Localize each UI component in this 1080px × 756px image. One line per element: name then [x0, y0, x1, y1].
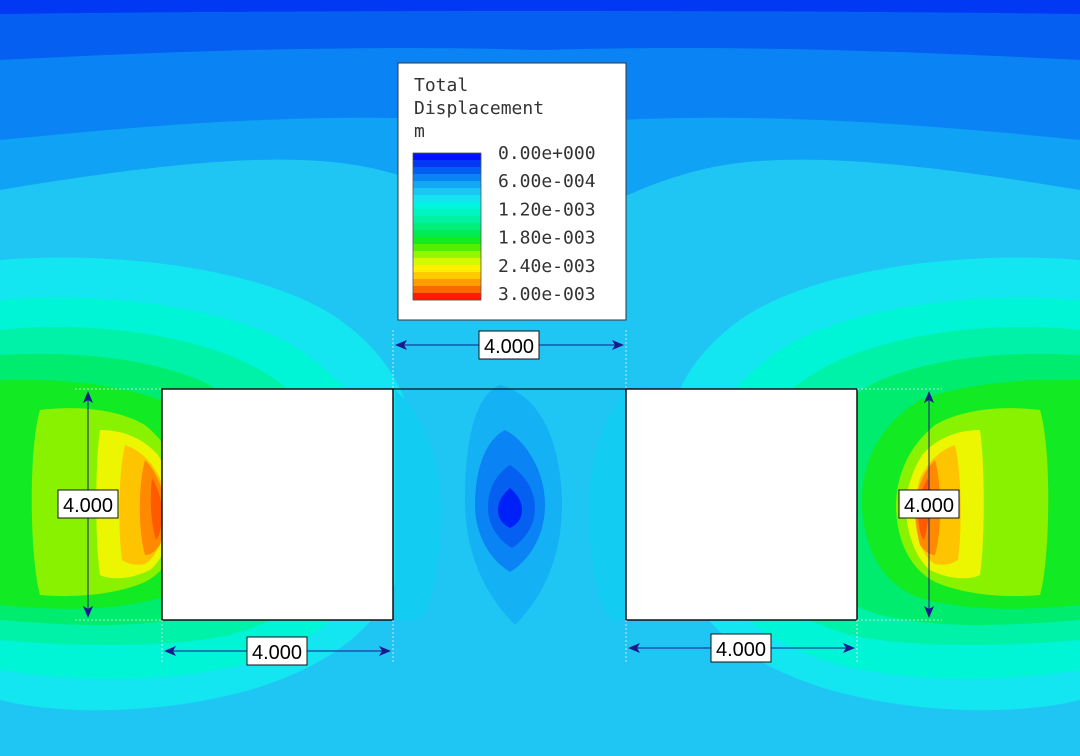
legend-title-line1: Total — [414, 75, 468, 96]
legend-band — [413, 174, 481, 182]
legend-color-bar-frame — [412, 152, 482, 301]
legend: Total Displacement m 0.00e+000 6.00e-004 1… — [397, 62, 627, 321]
legend-tick-label: 3.00e-003 — [498, 284, 596, 305]
legend-band — [413, 230, 481, 238]
legend-band — [413, 272, 481, 280]
legend-color-bar — [413, 153, 481, 301]
extension-lines — [75, 330, 942, 662]
legend-band — [413, 293, 481, 301]
legend-band — [413, 258, 481, 266]
legend-band — [413, 160, 481, 168]
dimension-left-height-label: 4.000 — [63, 495, 113, 517]
legend-band — [413, 286, 481, 294]
legend-band — [413, 251, 481, 259]
legend-tick-label: 1.20e-003 — [498, 199, 596, 220]
dimension-left-height: 4.000 — [57, 391, 119, 618]
dimension-right-height: 4.000 — [898, 391, 960, 618]
legend-band — [413, 188, 481, 196]
right-opening — [625, 388, 858, 621]
dimension-top-gap: 4.000 — [395, 330, 624, 360]
dimension-left-width: 4.000 — [164, 636, 391, 666]
dimension-right-height-label: 4.000 — [904, 495, 954, 517]
legend-band — [413, 209, 481, 217]
legend-tick-label: 6.00e-004 — [498, 171, 596, 192]
legend-tick-label: 1.80e-003 — [498, 228, 596, 249]
legend-band — [413, 181, 481, 189]
left-opening — [161, 388, 394, 621]
legend-band — [413, 265, 481, 273]
legend-tick-label: 0.00e+000 — [498, 143, 596, 164]
dimension-left-width-label: 4.000 — [252, 642, 302, 664]
dimension-right-width-label: 4.000 — [716, 639, 766, 661]
dimension-top-gap-label: 4.000 — [484, 336, 534, 358]
center-contour-zone — [395, 385, 626, 625]
legend-band — [413, 244, 481, 252]
legend-band — [413, 216, 481, 224]
dimension-right-width: 4.000 — [628, 633, 855, 663]
legend-tick-label: 2.40e-003 — [498, 256, 596, 277]
legend-band — [413, 195, 481, 203]
legend-band — [413, 237, 481, 245]
legend-unit: m — [414, 121, 425, 142]
legend-band — [413, 279, 481, 287]
legend-band — [413, 153, 481, 161]
legend-band — [413, 167, 481, 175]
legend-band — [413, 223, 481, 231]
legend-band — [413, 202, 481, 210]
legend-tick-labels: 0.00e+000 6.00e-004 1.20e-003 1.80e-003 2.40… — [498, 143, 596, 305]
legend-title-line2: Displacement — [414, 98, 544, 119]
